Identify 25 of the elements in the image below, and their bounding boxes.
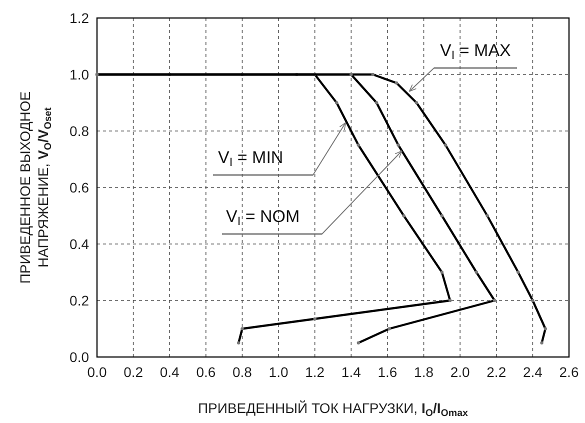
y-tick-label: 0.0	[70, 349, 90, 365]
x-tick-label: 0.4	[160, 364, 180, 380]
x-tick-label: 2.0	[450, 364, 470, 380]
x-tick-label: 1.8	[414, 364, 434, 380]
annotation: V$_{I}$ = MIN	[218, 148, 284, 169]
x-tick-label: 2.2	[486, 364, 506, 380]
x-tick-label: 1.2	[305, 364, 325, 380]
x-tick-label: 1.6	[378, 364, 398, 380]
annotation: V$_{I}$ = NOM	[226, 207, 300, 228]
x-axis-title: ПРИВЕДЕННЫЙ ТОК НАГРУЗКИ, I$_{O}$/I$_{Omax}$	[198, 400, 469, 418]
x-tick-label: 0.0	[87, 364, 107, 380]
y-tick-label: 1.2	[70, 10, 90, 26]
y-tick-label: 0.4	[70, 236, 90, 252]
y-tick-label: 0.8	[70, 123, 90, 139]
annotation: V$_{I}$ = MAX	[440, 41, 511, 62]
x-tick-label: 0.6	[196, 364, 216, 380]
x-tick-label: 2.4	[522, 364, 543, 380]
y-tick-label: 0.2	[70, 292, 90, 308]
x-tick-label: 1.4	[341, 364, 362, 380]
x-tick-label: 0.2	[124, 364, 144, 380]
x-tick-label: 0.8	[232, 364, 252, 380]
y-tick-label: 0.6	[70, 180, 90, 196]
x-tick-label: 1.0	[268, 364, 288, 380]
x-tick-label: 2.6	[559, 364, 579, 380]
y-tick-label: 1.0	[70, 66, 90, 82]
